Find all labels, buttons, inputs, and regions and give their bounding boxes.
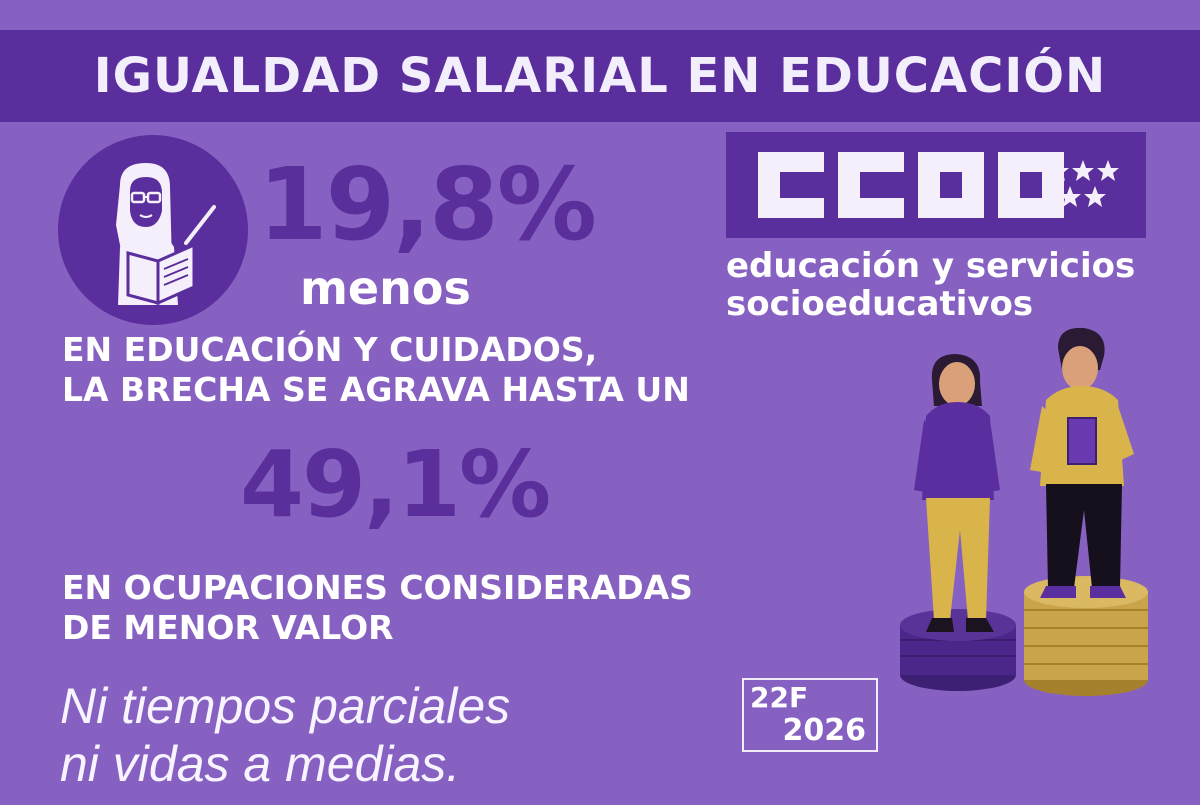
gold-coin-stack bbox=[1024, 576, 1148, 696]
title-banner bbox=[0, 30, 1200, 122]
organization-name-line-1: educación y servicios bbox=[726, 246, 1136, 286]
organization-name-line-2: socioeducativos bbox=[726, 284, 1034, 324]
man-figure bbox=[1030, 327, 1134, 598]
date-day: 22F bbox=[750, 681, 809, 714]
slogan-line-1: Ni tiempos parciales bbox=[60, 678, 511, 734]
lower-value-text: DE MENOR VALOR bbox=[62, 608, 394, 647]
page-title: IGUALDAD SALARIAL EN EDUCACIÓN bbox=[93, 48, 1107, 104]
stars-icon bbox=[1047, 160, 1119, 207]
ccoo-logo bbox=[726, 132, 1146, 238]
people-on-coins-illustration bbox=[890, 320, 1170, 700]
slogan-line-2: ni vidas a medias. bbox=[60, 736, 461, 792]
woman-figure bbox=[914, 354, 1000, 632]
date-box bbox=[742, 678, 878, 752]
gap-label: menos bbox=[300, 261, 471, 315]
purple-coin-stack bbox=[900, 609, 1016, 691]
date-year: 2026 bbox=[782, 713, 867, 748]
teacher-reading-icon bbox=[58, 135, 248, 325]
gap-percentage: 19,8% bbox=[258, 146, 597, 263]
occupations-text: EN OCUPACIONES CONSIDERADAS bbox=[62, 568, 693, 607]
gap-worsens-text: LA BRECHA SE AGRAVA HASTA UN bbox=[62, 370, 690, 409]
education-care-text: EN EDUCACIÓN Y CUIDADOS, bbox=[62, 330, 598, 369]
worsened-gap-percentage: 49,1% bbox=[240, 431, 551, 538]
